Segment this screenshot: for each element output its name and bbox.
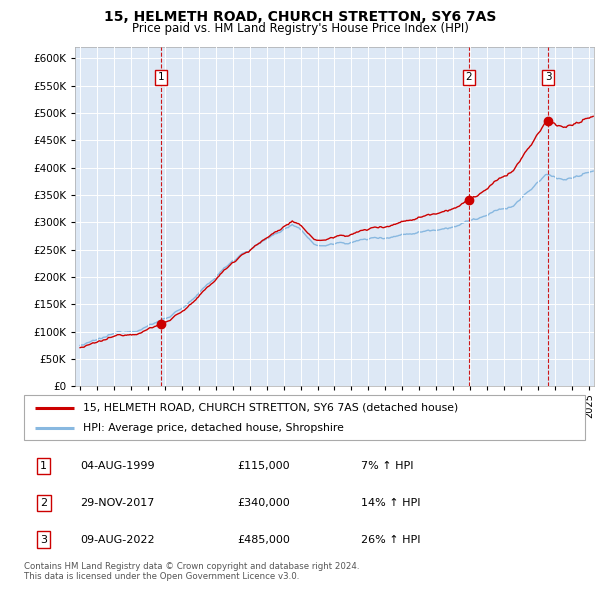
Text: Price paid vs. HM Land Registry's House Price Index (HPI): Price paid vs. HM Land Registry's House … <box>131 22 469 35</box>
Text: 15, HELMETH ROAD, CHURCH STRETTON, SY6 7AS: 15, HELMETH ROAD, CHURCH STRETTON, SY6 7… <box>104 10 496 24</box>
Text: 15, HELMETH ROAD, CHURCH STRETTON, SY6 7AS (detached house): 15, HELMETH ROAD, CHURCH STRETTON, SY6 7… <box>83 403 458 412</box>
FancyBboxPatch shape <box>24 395 585 440</box>
Text: 1: 1 <box>157 73 164 82</box>
Text: 3: 3 <box>40 535 47 545</box>
Text: £485,000: £485,000 <box>237 535 290 545</box>
Text: 09-AUG-2022: 09-AUG-2022 <box>80 535 155 545</box>
Text: 2: 2 <box>40 498 47 508</box>
Text: 04-AUG-1999: 04-AUG-1999 <box>80 461 155 471</box>
Text: 2: 2 <box>466 73 472 82</box>
Text: 3: 3 <box>545 73 551 82</box>
Text: 26% ↑ HPI: 26% ↑ HPI <box>361 535 420 545</box>
Text: This data is licensed under the Open Government Licence v3.0.: This data is licensed under the Open Gov… <box>24 572 299 581</box>
Text: £340,000: £340,000 <box>237 498 290 508</box>
Text: 14% ↑ HPI: 14% ↑ HPI <box>361 498 420 508</box>
Text: 29-NOV-2017: 29-NOV-2017 <box>80 498 154 508</box>
Text: £115,000: £115,000 <box>237 461 290 471</box>
Text: Contains HM Land Registry data © Crown copyright and database right 2024.: Contains HM Land Registry data © Crown c… <box>24 562 359 571</box>
Text: HPI: Average price, detached house, Shropshire: HPI: Average price, detached house, Shro… <box>83 424 344 434</box>
Text: 1: 1 <box>40 461 47 471</box>
Text: 7% ↑ HPI: 7% ↑ HPI <box>361 461 413 471</box>
